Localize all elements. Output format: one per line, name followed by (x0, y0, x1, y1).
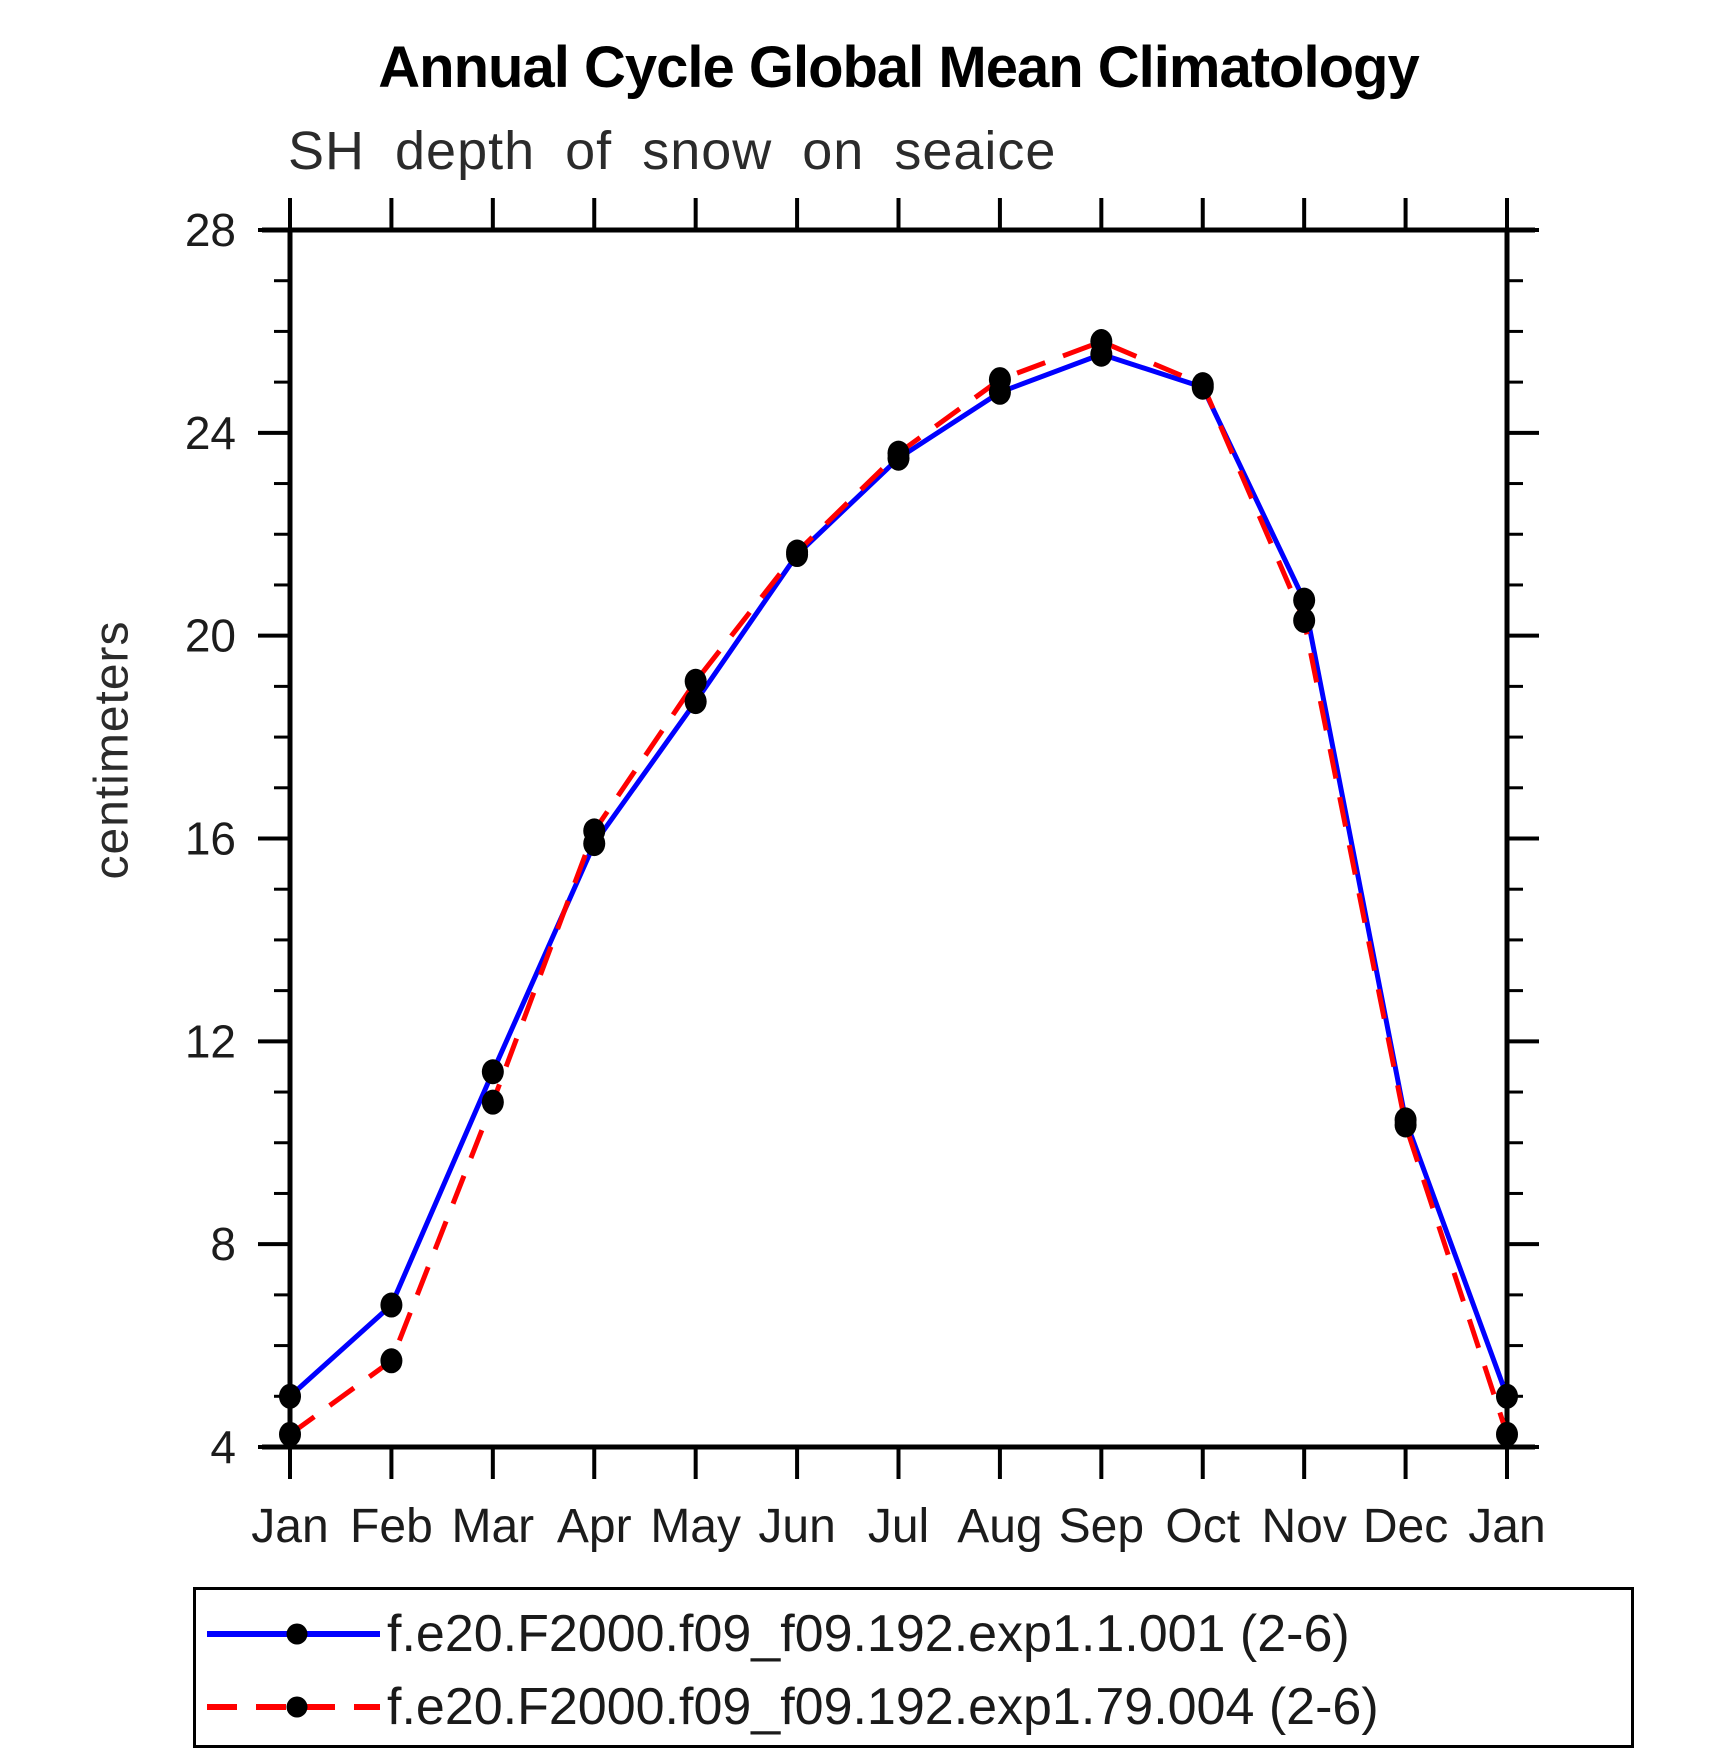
y-axis-label: centimeters (85, 620, 139, 880)
data-point-s1 (786, 539, 809, 565)
legend-box: f.e20.F2000.f09_f09.192.exp1.1.001 (2-6)… (193, 1587, 1634, 1748)
y-tick-label: 20 (185, 610, 236, 662)
x-tick-label: Feb (350, 1500, 433, 1553)
data-point-s0 (1496, 1383, 1518, 1409)
data-point-s1 (583, 818, 606, 844)
data-point-s1 (887, 440, 910, 466)
data-point-s1 (1496, 1421, 1518, 1447)
data-point-s1 (1090, 329, 1113, 355)
x-tick-label: Aug (957, 1500, 1042, 1553)
data-point-s1 (684, 668, 707, 694)
data-point-s1 (1394, 1112, 1417, 1138)
x-tick-label: Jan (1468, 1500, 1545, 1553)
legend-sample-marker (286, 1696, 308, 1718)
legend-line-sample-solid (207, 1623, 380, 1645)
series-line-1 (288, 338, 1510, 1437)
data-point-s0 (481, 1059, 504, 1085)
data-point-s1 (279, 1421, 301, 1447)
x-tick-label: Dec (1363, 1500, 1448, 1553)
chart-title: Annual Cycle Global Mean Climatology (378, 35, 1419, 100)
y-tick-label: 4 (210, 1421, 236, 1473)
data-point-s1 (1191, 372, 1214, 398)
chart-subtitle: SH depth of snow on seaice (288, 121, 1057, 181)
legend-line-sample-dashed (207, 1696, 380, 1718)
x-tick-label: Sep (1059, 1500, 1144, 1553)
data-point-s0 (380, 1292, 403, 1318)
legend-label-series-0: f.e20.F2000.f09_f09.192.exp1.1.001 (2-6) (387, 1605, 1350, 1663)
x-tick-label: Jan (251, 1500, 328, 1553)
y-tick-label: 28 (185, 204, 236, 256)
x-tick-label: Nov (1261, 1500, 1346, 1553)
y-tick-label: 8 (210, 1218, 236, 1270)
y-tick-label: 24 (185, 407, 236, 459)
data-point-s1 (481, 1089, 504, 1115)
x-tick-label: Apr (557, 1500, 632, 1553)
legend-sample-marker (286, 1623, 308, 1645)
x-tick-label: Mar (451, 1500, 534, 1553)
y-tick-label: 16 (185, 813, 236, 865)
x-tick-label: Jun (758, 1500, 835, 1553)
data-point-s1 (1293, 607, 1316, 633)
x-tick-label: Oct (1165, 1500, 1240, 1553)
x-tick-label: Jul (868, 1500, 929, 1553)
data-point-s0 (279, 1383, 301, 1409)
legend-entry-series-0: f.e20.F2000.f09_f09.192.exp1.1.001 (2-6) (202, 1604, 1350, 1664)
data-point-s0 (1293, 587, 1316, 613)
data-point-s1 (988, 367, 1011, 393)
series-line-0 (288, 351, 1510, 1399)
x-tick-label: May (650, 1500, 741, 1553)
legend-label-series-1: f.e20.F2000.f09_f09.192.exp1.79.004 (2-6… (387, 1678, 1379, 1736)
legend-entry-series-1: f.e20.F2000.f09_f09.192.exp1.79.004 (2-6… (202, 1677, 1379, 1737)
y-tick-label: 12 (185, 1015, 236, 1067)
data-point-s0 (684, 689, 707, 715)
data-point-s1 (380, 1348, 403, 1374)
